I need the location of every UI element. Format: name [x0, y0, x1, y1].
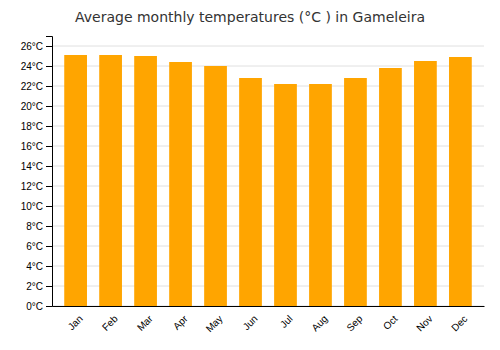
y-tick: 22°C	[21, 81, 52, 92]
y-tick-mark	[46, 146, 52, 147]
bar	[449, 57, 472, 306]
x-tick: Aug	[309, 313, 329, 333]
x-tick-label: Jul	[278, 313, 295, 330]
x-tick-label: Feb	[100, 313, 120, 333]
y-tick: 8°C	[26, 221, 52, 232]
x-tick-label: Aug	[309, 313, 329, 333]
x-tick-label: Oct	[381, 313, 400, 332]
y-tick-label: 2°C	[26, 281, 43, 292]
x-tick: Jul	[278, 313, 295, 330]
bar	[344, 78, 367, 306]
y-tick-mark	[46, 186, 52, 187]
y-tick: 24°C	[21, 61, 52, 72]
x-tick: Jan	[66, 313, 85, 332]
y-tick-mark	[46, 286, 52, 287]
y-tick: 20°C	[21, 101, 52, 112]
y-tick: 14°C	[21, 161, 52, 172]
y-tick-mark	[46, 106, 52, 107]
y-tick-mark	[46, 246, 52, 247]
x-tick: Jun	[241, 313, 260, 332]
bar	[99, 55, 122, 306]
y-tick-label: 14°C	[21, 161, 43, 172]
bar	[414, 61, 437, 306]
bar	[274, 84, 297, 306]
y-axis-line	[46, 37, 53, 307]
x-axis: Jan Feb Mar Apr May Jun Jul Aug Sep Oct Nov Dec	[53, 307, 485, 335]
y-tick-label: 24°C	[21, 61, 43, 72]
y-tick-label: 0°C	[26, 301, 43, 312]
y-tick-mark	[46, 306, 52, 307]
y-tick: 6°C	[26, 241, 52, 252]
y-tick-label: 12°C	[21, 181, 43, 192]
chart: 0°C 2°C 4°C 6°C 8°C 10°C 12°C 14°C 16°C 18°C 20°C 2…	[0, 0, 500, 350]
y-tick: 4°C	[26, 261, 52, 272]
y-tick-mark	[46, 226, 52, 227]
x-tick: Feb	[100, 313, 120, 333]
y-tick: 2°C	[26, 281, 52, 292]
bar	[134, 56, 157, 306]
x-tick-label: Dec	[449, 313, 469, 333]
y-tick: 18°C	[21, 121, 52, 132]
x-tick-label: May	[204, 313, 225, 334]
x-tick: Apr	[171, 313, 190, 332]
y-tick-label: 16°C	[21, 141, 43, 152]
y-tick-mark	[46, 266, 52, 267]
y-tick-mark	[46, 126, 52, 127]
x-tick-label: Apr	[171, 313, 190, 332]
y-tick-mark	[46, 66, 52, 67]
bar	[239, 78, 262, 306]
bars	[64, 55, 472, 306]
y-tick: 0°C	[26, 301, 52, 312]
x-axis-line	[53, 306, 485, 307]
y-tick-mark	[46, 46, 52, 47]
x-tick: May	[204, 313, 225, 334]
grid-line	[52, 46, 484, 47]
bar	[204, 66, 227, 306]
x-tick-label: Jun	[241, 313, 260, 332]
bar	[64, 55, 87, 306]
x-tick: Dec	[449, 313, 469, 333]
plot: 0°C 2°C 4°C 6°C 8°C 10°C 12°C 14°C 16°C 18°C 20°C 2…	[21, 37, 485, 335]
x-tick-label: Nov	[414, 313, 434, 333]
y-tick-label: 18°C	[21, 121, 43, 132]
y-tick-label: 4°C	[26, 261, 43, 272]
x-tick: Sep	[344, 313, 365, 334]
x-tick-label: Sep	[344, 313, 365, 334]
y-tick-label: 8°C	[26, 221, 43, 232]
x-tick-label: Mar	[135, 313, 155, 333]
x-tick: Nov	[414, 313, 434, 333]
y-tick-label: 22°C	[21, 81, 43, 92]
x-tick-label: Jan	[66, 313, 85, 332]
bar	[379, 68, 402, 306]
y-tick-label: 26°C	[21, 41, 43, 52]
grid	[52, 46, 484, 306]
title: Average monthly temperatures (°C ) in Ga…	[75, 9, 425, 25]
y-tick: 10°C	[21, 201, 52, 212]
y-tick-mark	[46, 206, 52, 207]
y-tick: 12°C	[21, 181, 52, 192]
y-tick-label: 10°C	[21, 201, 43, 212]
y-tick-mark	[46, 166, 52, 167]
x-tick: Mar	[135, 313, 155, 333]
y-tick: 26°C	[21, 41, 52, 52]
x-tick: Oct	[381, 313, 400, 332]
bar	[309, 84, 332, 306]
y-tick-mark	[46, 86, 52, 87]
y-tick: 16°C	[21, 141, 52, 152]
bar	[169, 62, 192, 306]
y-tick-label: 20°C	[21, 101, 43, 112]
y-tick-label: 6°C	[26, 241, 43, 252]
y-axis: 0°C 2°C 4°C 6°C 8°C 10°C 12°C 14°C 16°C 18°C 20°C 2…	[21, 37, 53, 312]
